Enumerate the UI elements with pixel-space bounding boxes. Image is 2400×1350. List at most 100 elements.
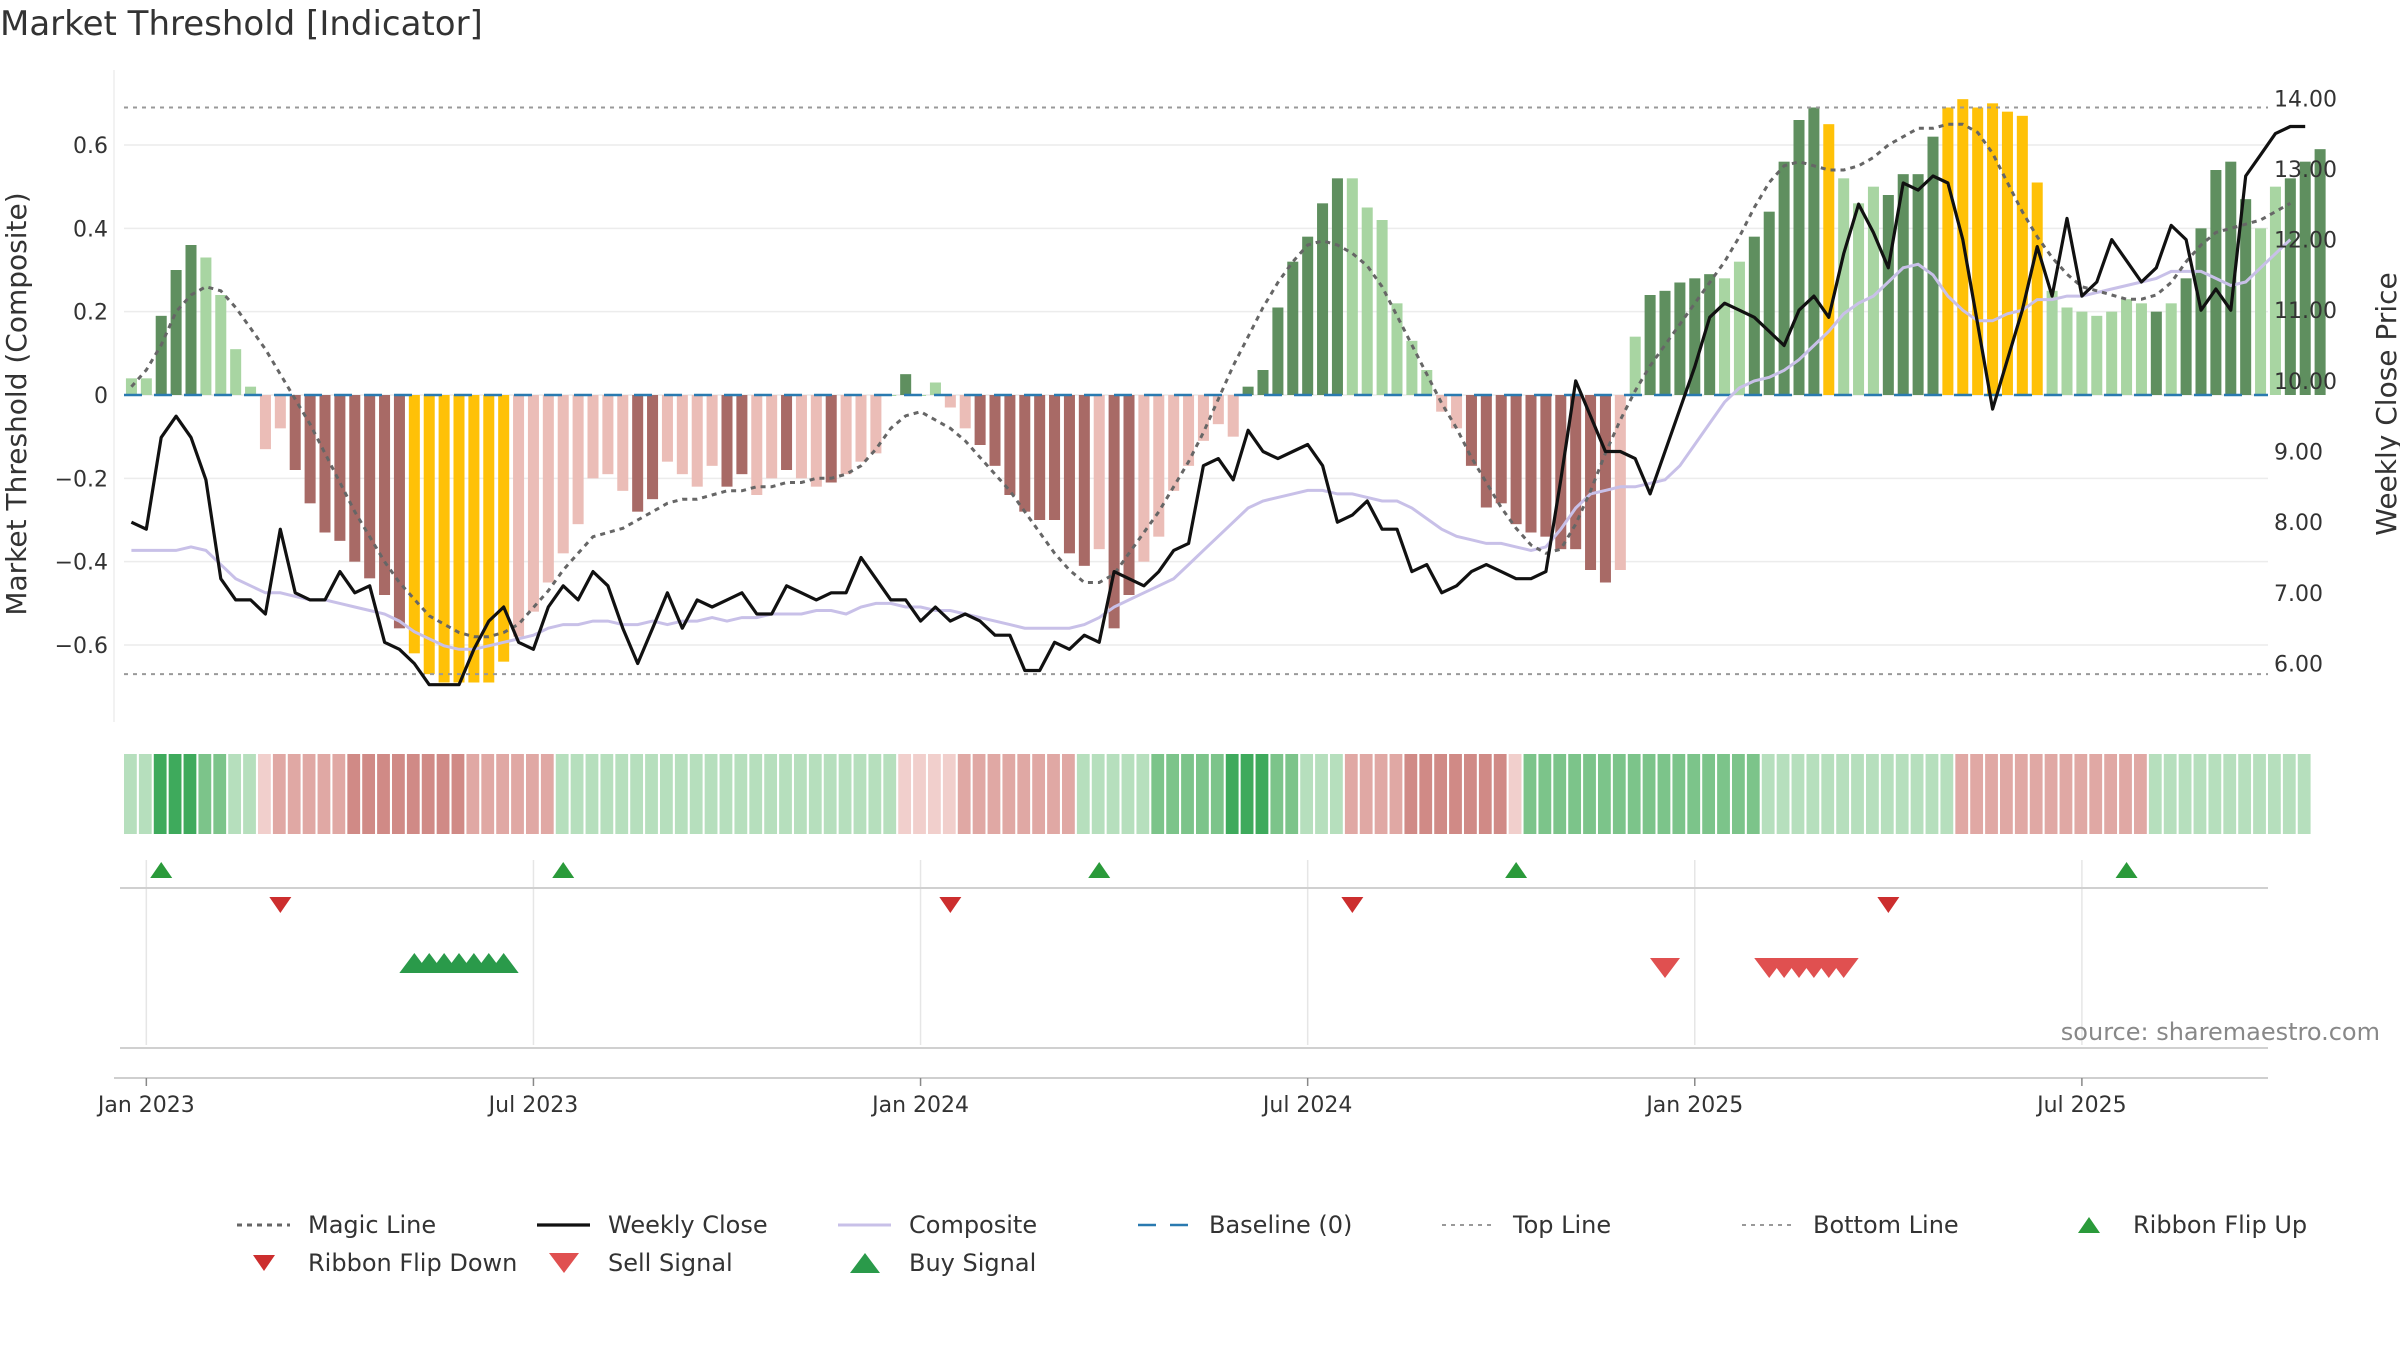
composite-bar <box>2284 178 2296 395</box>
composite-bar <box>1093 395 1105 550</box>
ribbon-cell <box>1032 754 1046 834</box>
ribbon-cell <box>615 754 629 834</box>
composite-bar <box>1406 340 1418 395</box>
composite-bar <box>319 395 331 533</box>
ribbon-cell <box>1196 754 1209 834</box>
composite-bar <box>1123 395 1135 595</box>
ribbon-flip-up-marker <box>2115 862 2138 878</box>
ribbon-cell <box>421 754 435 834</box>
ribbon-cell <box>1895 754 1909 834</box>
ribbon-cell <box>1627 754 1641 834</box>
ribbon-cell <box>1910 754 1924 834</box>
composite-bar <box>1763 211 1775 395</box>
legend-item: Composite <box>838 1211 1037 1239</box>
composite-bar <box>855 395 867 462</box>
composite-line <box>131 238 2292 651</box>
ribbon-cell <box>913 754 926 834</box>
buy-signal-marker <box>488 953 519 973</box>
ribbon-cell <box>1434 754 1448 834</box>
composite-bar <box>647 395 659 500</box>
ribbon-cell <box>853 754 867 834</box>
ribbon-cell <box>2104 754 2118 834</box>
ribbon-cell <box>749 754 763 834</box>
composite-bar <box>1719 278 1731 395</box>
composite-bar <box>751 395 763 495</box>
composite-bar <box>1183 395 1195 466</box>
ribbon-cell <box>272 754 286 834</box>
ribbon-cell <box>2163 754 2177 834</box>
legend-item: Bottom Line <box>1742 1211 1959 1239</box>
signal-markers <box>150 862 2138 978</box>
ribbon-cell <box>511 754 524 834</box>
y-tick-label-right: 6.00 <box>2274 652 2323 677</box>
ribbon-flip-up-marker <box>1088 862 1111 878</box>
ribbon-cell <box>2238 754 2252 834</box>
composite-bar <box>1614 395 1626 570</box>
y-tick-label-right: 10.00 <box>2274 370 2337 395</box>
ribbon-cell <box>794 754 807 834</box>
legend-item: Magic Line <box>237 1211 436 1239</box>
ribbon-cell <box>1553 754 1567 834</box>
ribbon-cell <box>481 754 495 834</box>
ribbon-cell <box>168 754 182 834</box>
ribbon-cell <box>674 754 688 834</box>
ribbon-cell <box>362 754 376 834</box>
composite-bar <box>1838 178 1850 395</box>
composite-bar <box>1451 395 1463 429</box>
composite-bar <box>453 395 465 683</box>
legend-label: Bottom Line <box>1813 1211 1959 1239</box>
ribbon-cell <box>1359 754 1373 834</box>
composite-bar <box>572 395 584 525</box>
composite-bar <box>1212 395 1224 425</box>
legend: Magic Line Weekly Close Composite Baseline … <box>237 1211 2307 1277</box>
legend-item: Ribbon Flip Up <box>2078 1211 2307 1239</box>
composite-bar <box>438 395 450 683</box>
ribbon-cell <box>1091 754 1105 834</box>
composite-bar <box>1034 395 1046 520</box>
legend-label: Ribbon Flip Up <box>2133 1211 2307 1239</box>
ribbon-cell <box>1151 754 1165 834</box>
composite-bar <box>2076 311 2088 395</box>
composite-bar <box>795 395 807 479</box>
composite-bar <box>364 395 376 579</box>
ribbon-cell <box>1225 754 1239 834</box>
composite-bar <box>1302 236 1314 395</box>
ribbon-cell <box>779 754 792 834</box>
y-tick-label-right: 9.00 <box>2274 441 2323 466</box>
composite-bar <box>542 395 554 583</box>
ribbon-cell <box>496 754 510 834</box>
composite-bar <box>632 395 644 512</box>
composite-bar <box>1585 395 1597 570</box>
ribbon-cell <box>302 754 316 834</box>
composite-bar <box>200 257 212 395</box>
composite-bar <box>706 395 718 466</box>
composite-bar <box>1138 395 1150 562</box>
ribbon-cell <box>2253 754 2266 834</box>
ribbon-cell <box>2178 754 2192 834</box>
ribbon-cell <box>1732 754 1745 834</box>
ribbon-cell <box>1255 754 1269 834</box>
composite-bar <box>1629 336 1641 395</box>
ribbon-cell <box>2089 754 2103 834</box>
composite-bar <box>944 395 956 408</box>
composite-bar <box>170 270 182 395</box>
legend-label: Baseline (0) <box>1209 1211 1352 1239</box>
ribbon-cell <box>1642 754 1656 834</box>
composite-bar <box>602 395 614 475</box>
ribbon-cell <box>451 754 465 834</box>
composite-bar <box>423 395 435 675</box>
ribbon-cell <box>1687 754 1701 834</box>
ribbon-cell <box>1106 754 1120 834</box>
ribbon-cell <box>1419 754 1433 834</box>
composite-bar <box>1242 386 1254 395</box>
composite-bar <box>1704 274 1716 395</box>
x-tick-label: Jul 2024 <box>1261 1093 1353 1118</box>
composite-bar <box>2240 199 2252 395</box>
sell-signal-marker <box>1828 958 1859 978</box>
composite-bar <box>140 378 152 395</box>
y-tick-label-right: 11.00 <box>2274 299 2337 324</box>
composite-bar <box>959 395 971 429</box>
composite-bar <box>1987 103 1999 395</box>
ribbon-cell <box>1761 754 1775 834</box>
y-tick-label-left: −0.4 <box>55 551 108 576</box>
